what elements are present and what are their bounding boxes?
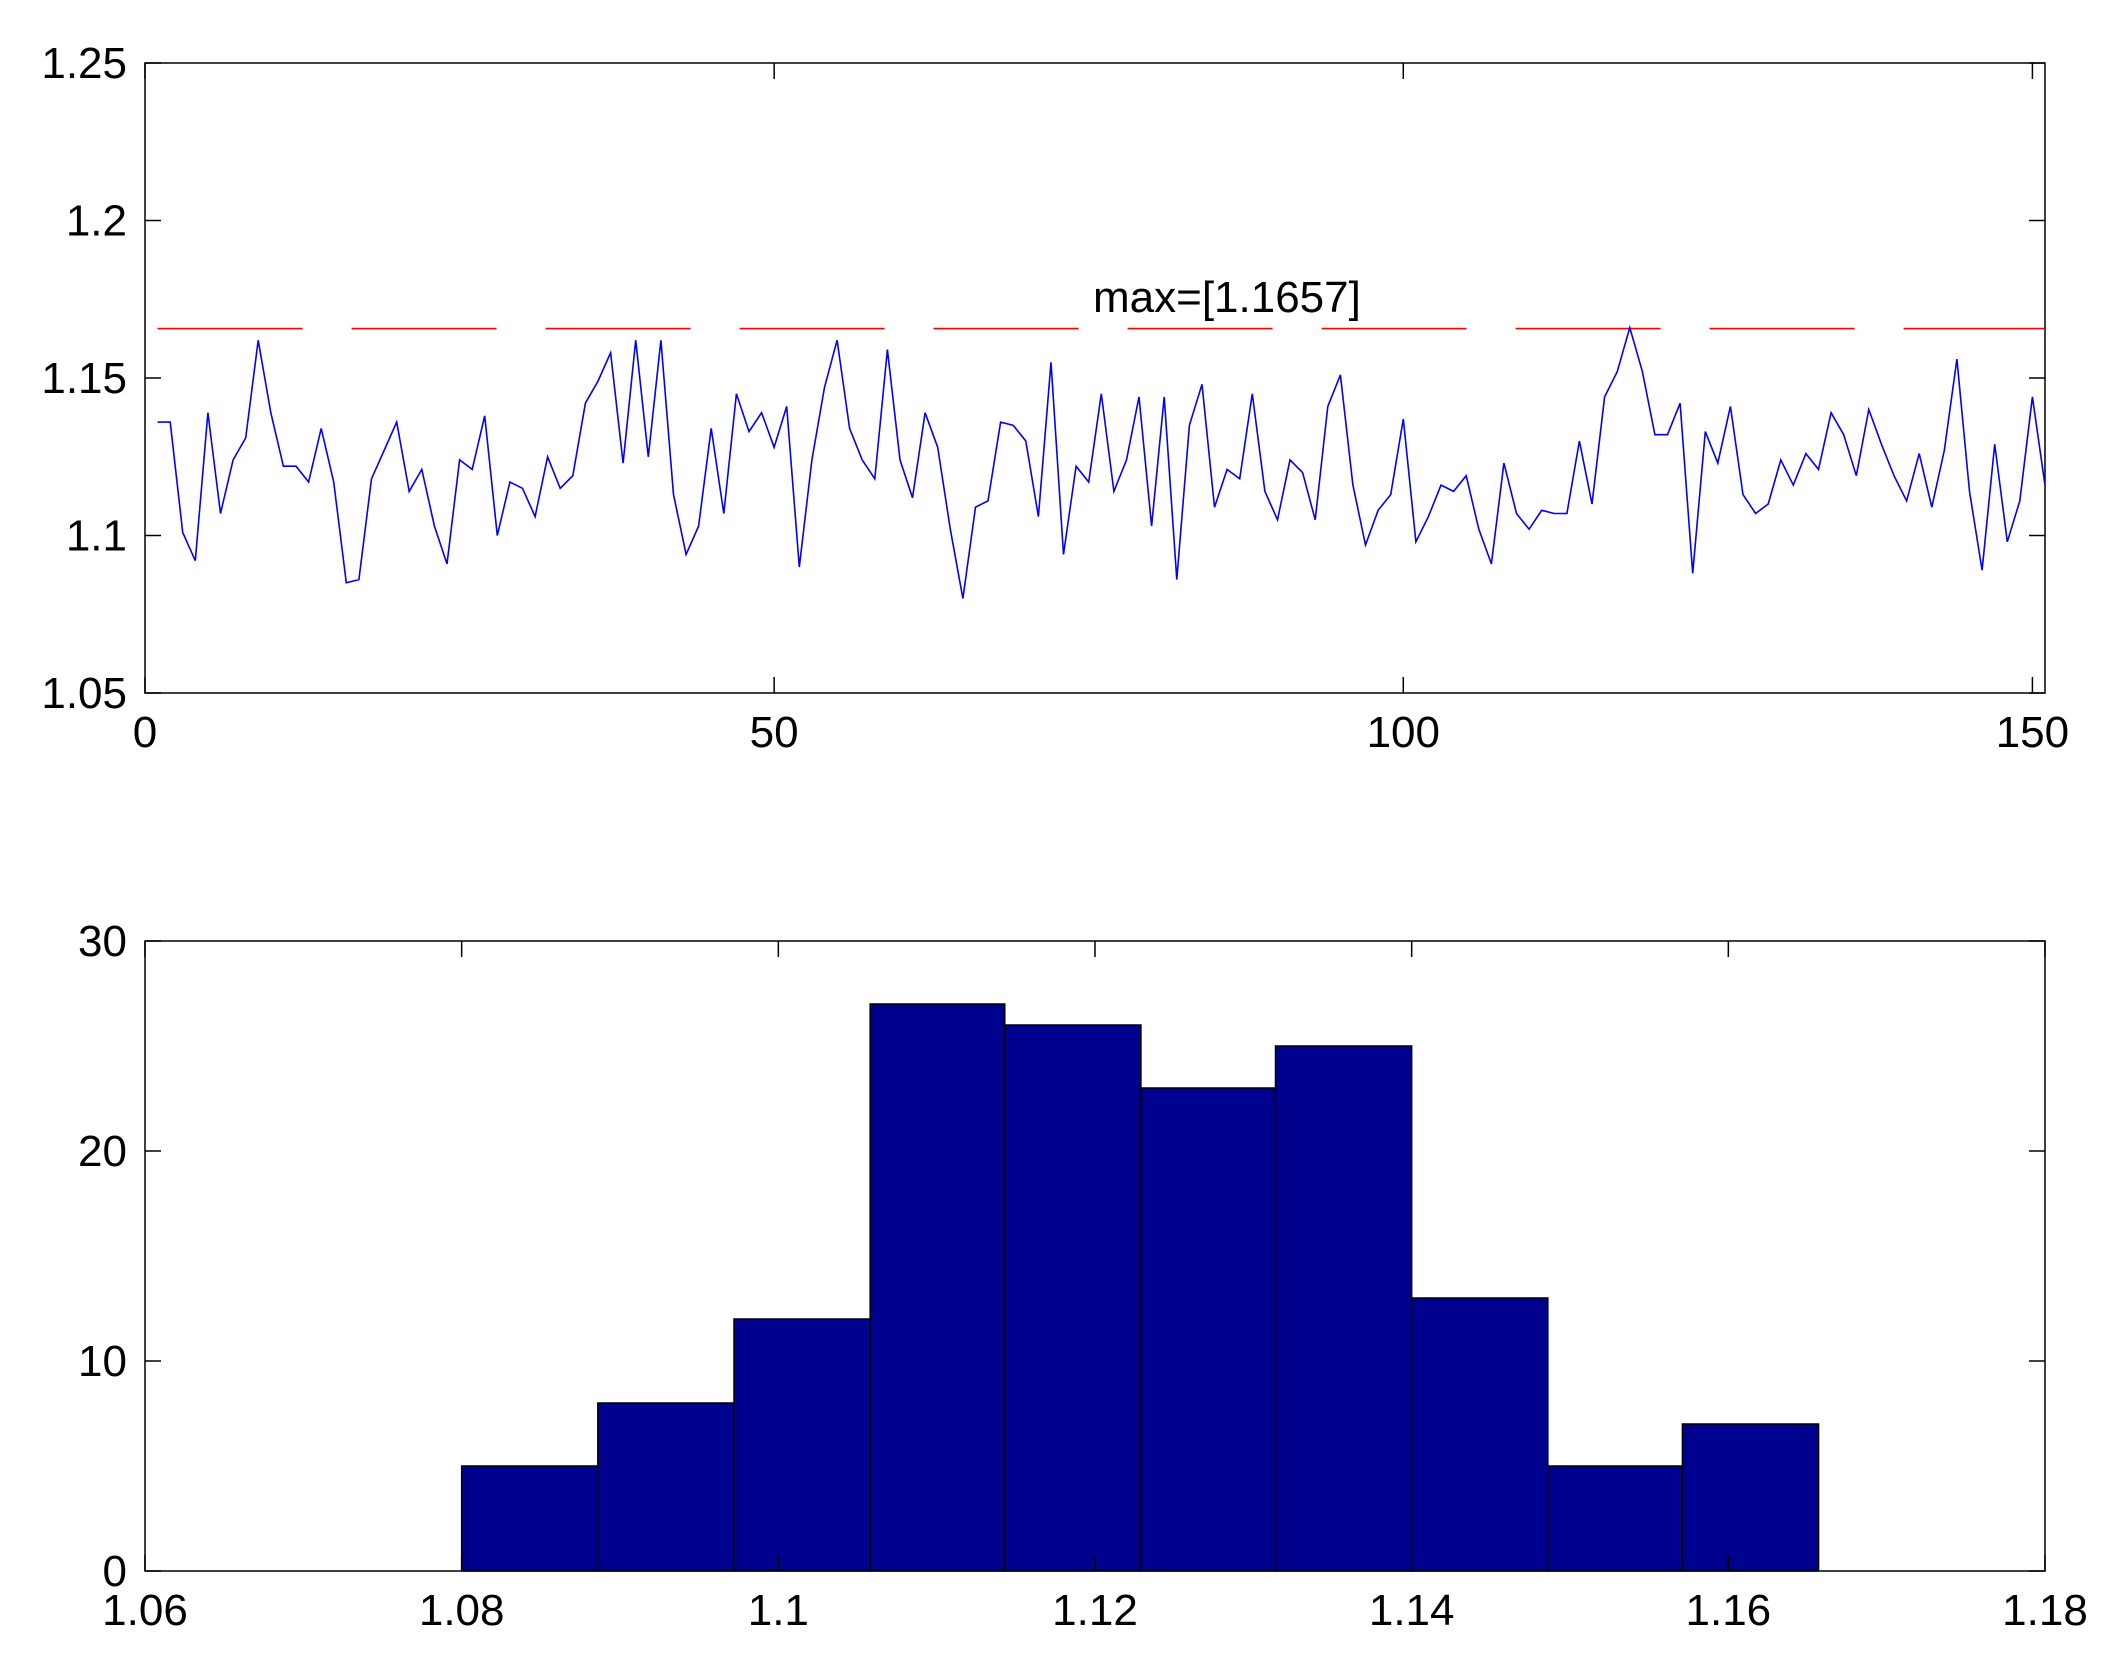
line-chart-plot-area: [144, 62, 2046, 694]
histogram-bar: [733, 1318, 871, 1572]
y-tick-label: 1.15: [41, 354, 127, 403]
y-tick-label: 10: [78, 1337, 127, 1386]
histogram-ticks: 1.06 1.08 1.1 1.12 1.14 1.16 1.18 0 10 20 30: [78, 917, 2088, 1635]
x-tick-label: 1.1: [748, 1586, 809, 1635]
x-tick-label: 1.14: [1369, 1586, 1455, 1635]
x-tick-label: 1.18: [2002, 1586, 2088, 1635]
line-chart-ticks: 0 50 100 150 1.05 1.1 1.15 1.2 1.25: [41, 39, 2069, 757]
y-tick-label: 20: [78, 1127, 127, 1176]
histogram-axes: 1.06 1.08 1.1 1.12 1.14 1.16 1.18 0 10 20 30: [78, 917, 2088, 1635]
x-tick-label: 1.08: [419, 1586, 505, 1635]
y-tick-label: 1.05: [41, 669, 127, 718]
histogram-bar: [460, 1465, 599, 1572]
x-tick-label: 1.12: [1052, 1586, 1138, 1635]
line-chart-axes: 0 50 100 150 1.05 1.1 1.15 1.2 1.25 max=[1.1657]: [41, 39, 2069, 757]
x-tick-label: 50: [750, 708, 799, 757]
y-tick-label: 1.25: [41, 39, 127, 88]
series-line: [157, 324, 2046, 599]
y-tick-label: 0: [103, 1547, 127, 1596]
x-tick-label: 0: [133, 708, 157, 757]
histogram-bars: [460, 1003, 1820, 1572]
x-tick-label: 100: [1367, 708, 1440, 757]
histogram-bar: [1410, 1297, 1549, 1572]
x-tick-label: 1.16: [1686, 1586, 1772, 1635]
histogram-bar: [1681, 1423, 1820, 1572]
x-tick-label: 1.06: [102, 1586, 188, 1635]
histogram-bar: [1274, 1045, 1413, 1572]
histogram-bar: [597, 1402, 735, 1572]
y-tick-label: 1.1: [66, 512, 127, 561]
histogram-bar: [869, 1003, 1006, 1572]
histogram-bar: [1140, 1087, 1277, 1572]
histogram-bar: [1004, 1024, 1142, 1572]
y-tick-label: 30: [78, 917, 127, 966]
max-annotation: max=[1.1657]: [1093, 273, 1361, 322]
x-tick-label: 150: [1996, 708, 2069, 757]
y-tick-label: 1.2: [66, 197, 127, 246]
histogram-bar: [1547, 1465, 1684, 1572]
